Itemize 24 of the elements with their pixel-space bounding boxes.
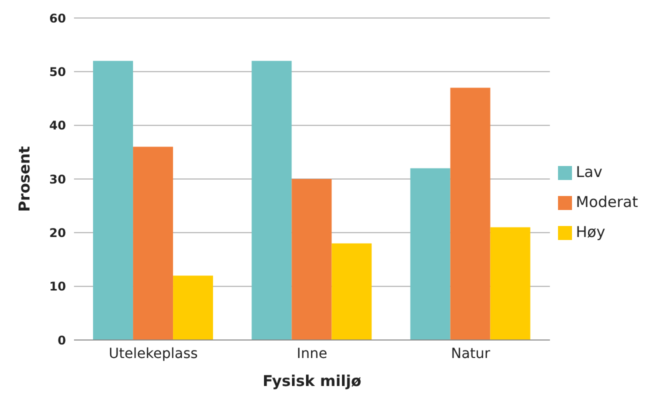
bar — [332, 243, 372, 340]
bar — [292, 179, 332, 340]
y-tick-label: 10 — [49, 280, 66, 294]
legend-label: Moderat — [576, 193, 638, 211]
legend-label: Lav — [576, 163, 602, 181]
y-tick-label: 60 — [49, 11, 66, 26]
bar — [490, 227, 530, 340]
y-tick-label: 20 — [49, 226, 66, 240]
x-tick-label: Utelekeplass — [108, 346, 198, 362]
x-tick-label: Natur — [450, 346, 490, 362]
bar — [410, 168, 450, 340]
y-axis-title: Prosent — [15, 146, 34, 212]
bar — [93, 60, 134, 340]
bar — [173, 276, 214, 340]
y-tick-label: 50 — [49, 64, 66, 79]
x-tick-label: Inne — [296, 346, 328, 362]
legend-label: Høy — [576, 223, 606, 241]
y-tick-label: 30 — [49, 172, 66, 186]
bar — [252, 60, 292, 340]
x-axis-title: Fysisk miljø — [262, 372, 362, 390]
bar — [133, 146, 174, 340]
bar — [450, 88, 490, 340]
y-tick-label: 0 — [58, 333, 66, 348]
y-tick-label: 40 — [49, 118, 66, 133]
